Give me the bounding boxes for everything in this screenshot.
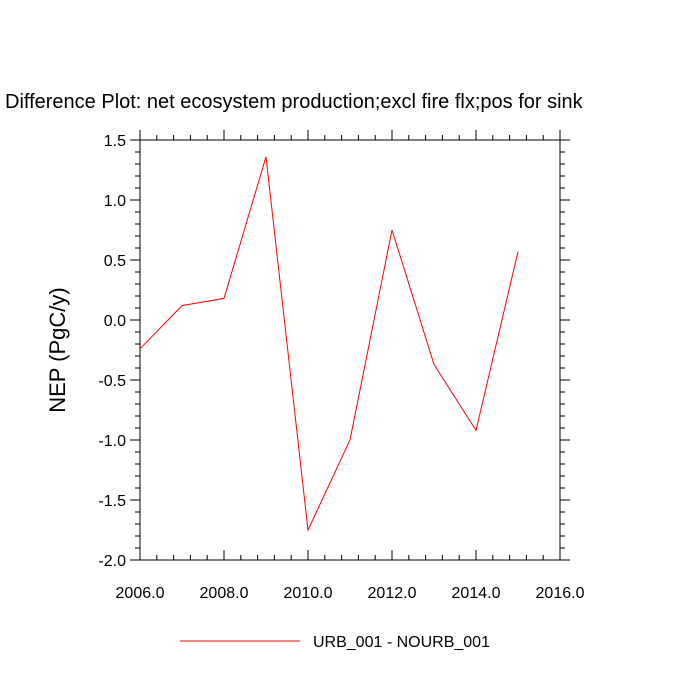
x-tick-label: 2010.0 (284, 585, 333, 602)
y-tick-label: 0.5 (104, 253, 126, 270)
y-tick-label: -1.5 (98, 493, 126, 510)
y-axis-label: NEP (PgC/y) (45, 287, 70, 413)
y-tick-label: -2.0 (98, 553, 126, 570)
x-tick-label: 2008.0 (200, 585, 249, 602)
series-line (139, 156, 519, 532)
chart-title: Difference Plot: net ecosystem productio… (5, 91, 584, 113)
x-tick-label: 2006.0 (116, 585, 165, 602)
y-tick-label: 1.0 (104, 193, 126, 210)
legend: URB_001 - NOURB_001 (180, 634, 490, 651)
ticks: 2006.0 2008.0 2010.0 2012.0 2014.0 2016.0 -2.0… (98, 130, 585, 602)
legend-label: URB_001 - NOURB_001 (313, 634, 490, 651)
plot-frame (139, 139, 561, 561)
y-tick-label: 0.0 (104, 313, 126, 330)
axes (139, 139, 561, 561)
x-tick-label: 2014.0 (452, 585, 501, 602)
x-tick-label: 2012.0 (368, 585, 417, 602)
x-tick-label: 2016.0 (536, 585, 585, 602)
y-tick-label: -1.0 (98, 433, 126, 450)
series-layer (139, 156, 519, 532)
y-tick-label: -0.5 (98, 373, 126, 390)
y-tick-label: 1.5 (104, 133, 126, 150)
